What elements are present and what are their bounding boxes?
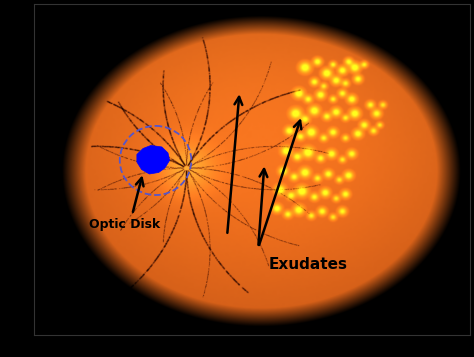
Text: Optic Disk: Optic Disk: [89, 217, 160, 231]
Polygon shape: [137, 145, 170, 174]
Text: Exudates: Exudates: [269, 257, 347, 272]
